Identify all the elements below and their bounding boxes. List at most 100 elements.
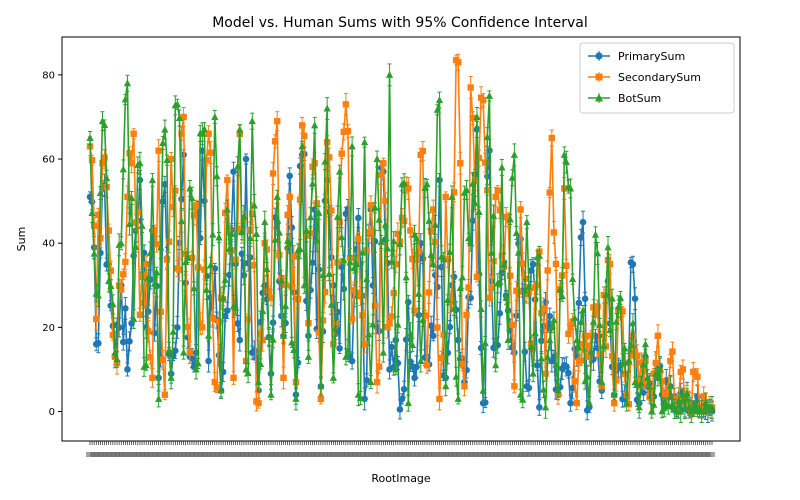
data-point [255, 399, 262, 407]
y-ticks: 0 20 40 60 80 [42, 70, 62, 418]
data-point [409, 255, 416, 263]
data-point [230, 374, 237, 382]
data-point [304, 352, 313, 360]
data-point [475, 208, 483, 216]
data-point [226, 228, 233, 235]
data-point [298, 122, 306, 129]
data-point [405, 185, 412, 192]
data-point [544, 353, 552, 361]
data-point [124, 193, 131, 201]
data-point [109, 300, 117, 308]
data-point [159, 356, 167, 363]
data-point [519, 395, 527, 403]
data-point [527, 342, 535, 350]
data-point [473, 273, 481, 281]
data-point [103, 174, 111, 182]
data-point [594, 303, 601, 310]
data-point [234, 225, 241, 232]
data-point [583, 372, 591, 380]
data-point [226, 271, 233, 279]
data-point [394, 230, 402, 238]
data-point [105, 227, 112, 234]
data-point [275, 228, 283, 236]
data-point [367, 202, 375, 209]
data-point [365, 228, 372, 236]
data-point [93, 315, 100, 323]
data-point [438, 354, 445, 362]
data-point [194, 264, 202, 271]
data-point [290, 345, 298, 353]
data-point [511, 383, 518, 390]
data-point [120, 271, 127, 278]
data-point [165, 346, 173, 354]
data-point [128, 194, 136, 202]
data-point [251, 262, 258, 269]
data-point [227, 229, 236, 237]
data-point [119, 165, 127, 173]
data-point [667, 357, 674, 365]
data-point [326, 154, 333, 161]
data-point [571, 378, 578, 385]
data-point [535, 251, 543, 259]
data-point [128, 160, 135, 167]
data-point [538, 309, 545, 317]
data-point [388, 313, 395, 320]
data-point [425, 289, 433, 296]
data-point [467, 239, 475, 247]
data-point [205, 357, 212, 365]
data-point [390, 289, 397, 297]
data-point [215, 318, 223, 326]
data-point [506, 215, 514, 223]
data-point [375, 215, 383, 223]
data-point [694, 373, 701, 380]
data-point [463, 311, 470, 319]
data-point [225, 244, 233, 252]
data-point [400, 217, 408, 225]
data-point [267, 294, 275, 302]
y-tick-label: 80 [42, 70, 55, 81]
data-point [296, 196, 304, 203]
data-point [575, 343, 583, 351]
data-point [300, 281, 308, 289]
data-point [333, 212, 342, 220]
data-point [517, 206, 524, 213]
data-point [496, 278, 504, 286]
data-point [408, 340, 417, 348]
data-point [152, 268, 161, 276]
data-point [514, 248, 523, 256]
data-point [554, 386, 562, 394]
legend-label: SecondarySum [618, 71, 701, 84]
data-point [629, 260, 637, 268]
data-point [223, 205, 231, 213]
data-point [396, 239, 404, 247]
data-point [619, 308, 626, 315]
data-point [423, 180, 431, 188]
data-point [192, 365, 200, 373]
data-point [378, 171, 385, 179]
data-point [581, 332, 589, 340]
data-point [444, 256, 452, 263]
data-point [596, 320, 604, 328]
data-point [321, 288, 329, 296]
data-point [510, 150, 518, 158]
data-point [342, 101, 350, 108]
data-point [477, 304, 485, 312]
data-point [571, 313, 579, 321]
legend: PrimarySum SecondarySum BotSum [579, 42, 735, 114]
data-point [144, 273, 152, 281]
data-point [496, 207, 504, 214]
data-point [192, 202, 200, 209]
data-point [286, 193, 293, 201]
data-point [579, 218, 587, 226]
data-point [321, 157, 329, 165]
data-point [200, 125, 209, 133]
data-point [402, 336, 410, 343]
data-point [319, 271, 327, 279]
data-point [479, 96, 487, 104]
data-point [677, 407, 685, 415]
data-point [184, 253, 192, 261]
data-point [99, 160, 106, 167]
data-point [256, 359, 265, 367]
data-point [288, 283, 295, 290]
